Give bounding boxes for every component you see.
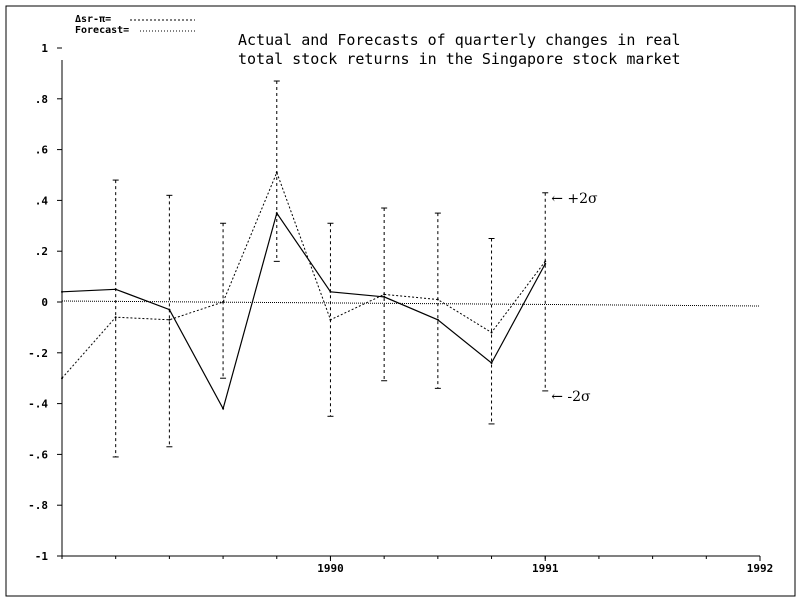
data-point-actual — [490, 361, 493, 364]
data-point-forecast — [329, 318, 332, 321]
series-line-forecast — [61, 171, 546, 379]
data-point-forecast — [383, 293, 386, 296]
data-point-forecast — [61, 377, 63, 380]
data-point-actual — [544, 262, 547, 265]
series-line-actual — [61, 211, 546, 411]
data-point-actual — [61, 290, 63, 293]
data-point-forecast — [436, 298, 439, 301]
y-tick-label: -.6 — [28, 448, 48, 461]
data-point-forecast — [114, 316, 117, 319]
data-point-actual — [222, 407, 225, 410]
data-point-forecast — [275, 171, 278, 174]
data-point-forecast — [490, 331, 493, 334]
data-point-actual — [114, 288, 117, 291]
data-point-actual — [275, 212, 278, 215]
y-tick-label: -1 — [35, 550, 49, 563]
legend-label-forecast: Forecast= — [75, 25, 129, 36]
legend-label-actual: Δsr-π= — [75, 14, 111, 25]
minus-two-sigma-label: ← -2σ — [551, 389, 591, 405]
y-tick-label: .6 — [35, 144, 49, 157]
data-point-forecast — [168, 318, 171, 321]
frame-border — [5, 5, 796, 597]
y-tick-label: .8 — [35, 93, 48, 106]
data-point-actual — [383, 295, 386, 298]
data-point-forecast — [544, 260, 547, 263]
y-tick-label: .2 — [35, 245, 48, 258]
chart-title-line-2: total stock returns in the Singapore sto… — [238, 50, 681, 68]
y-tick-label: 1 — [41, 42, 48, 55]
data-point-forecast — [222, 301, 225, 303]
data-point-actual — [168, 308, 171, 311]
y-tick-label: -.8 — [28, 499, 48, 512]
zero-line — [61, 300, 761, 307]
chart-title-line-1: Actual and Forecasts of quarterly change… — [238, 31, 681, 49]
x-tick-label: 1991 — [532, 562, 559, 575]
x-tick-label: 1992 — [747, 562, 774, 575]
x-tick-label: 1990 — [317, 562, 344, 575]
data-point-actual — [436, 318, 439, 321]
y-tick-label: 0 — [41, 296, 48, 309]
y-tick-label: .4 — [35, 194, 49, 207]
y-tick-label: -.2 — [28, 347, 48, 360]
plus-two-sigma-label: ← +2σ — [551, 191, 598, 207]
data-point-actual — [329, 290, 332, 293]
y-tick-label: -.4 — [28, 398, 48, 411]
